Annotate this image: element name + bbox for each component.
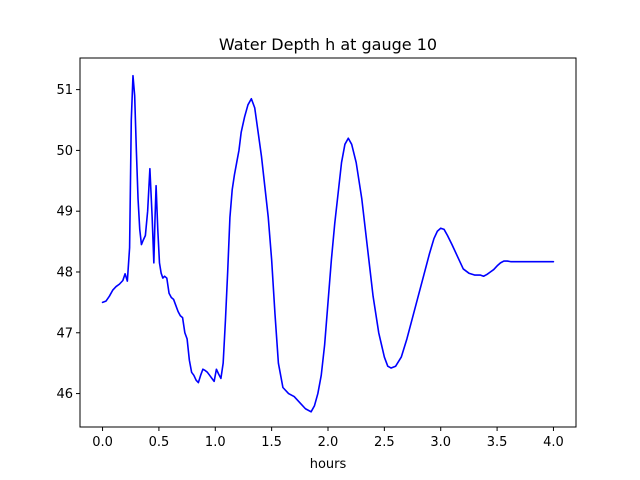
x-tick-label: 1.5 bbox=[261, 435, 282, 450]
plot-area bbox=[80, 58, 576, 427]
x-tick-label: 2.0 bbox=[318, 435, 339, 450]
y-tick-label: 46 bbox=[56, 387, 73, 402]
x-tick-label: 1.0 bbox=[205, 435, 226, 450]
y-tick-label: 47 bbox=[56, 326, 73, 341]
x-tick-label: 4.0 bbox=[543, 435, 564, 450]
x-tick-label: 0.0 bbox=[92, 435, 113, 450]
plot-frame bbox=[79, 57, 577, 428]
y-tick-label: 48 bbox=[56, 265, 73, 280]
y-tick-label: 50 bbox=[56, 144, 73, 159]
x-tick-label: 3.0 bbox=[430, 435, 451, 450]
y-tick-label: 49 bbox=[56, 205, 73, 220]
plot-background bbox=[80, 58, 576, 427]
x-tick-label: 0.5 bbox=[149, 435, 170, 450]
x-tick-label: 2.5 bbox=[374, 435, 395, 450]
y-axis-ticks: 46 47 48 49 50 51 bbox=[56, 83, 80, 402]
x-tick-label: 3.5 bbox=[487, 435, 508, 450]
x-axis-label: hours bbox=[310, 457, 347, 472]
chart-title: Water Depth h at gauge 10 bbox=[219, 35, 437, 54]
y-tick-label: 51 bbox=[56, 83, 73, 98]
x-axis-ticks: 0.0 0.5 1.0 1.5 2.0 2.5 3.0 3.5 4.0 bbox=[92, 427, 564, 450]
series-layer bbox=[101, 74, 555, 413]
series-line-0 bbox=[101, 74, 555, 413]
